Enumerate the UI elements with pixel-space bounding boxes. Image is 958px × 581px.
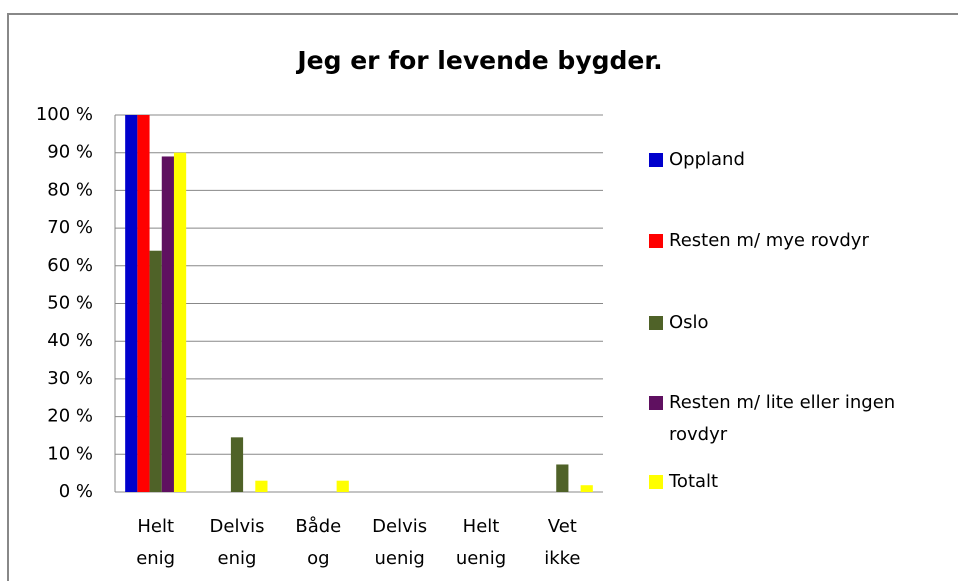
y-tick-label: 70 % [47, 217, 93, 238]
bar [149, 250, 162, 492]
bar [580, 485, 593, 492]
legend-swatch [649, 153, 663, 167]
bar [173, 152, 187, 492]
legend-swatch [649, 234, 663, 248]
y-tick-label: 40 % [47, 330, 93, 351]
x-tick-label: Vet ikke [544, 516, 580, 569]
chart-title: Jeg er for levende bygder. [295, 46, 662, 75]
legend-swatch [649, 396, 663, 410]
legend-label: Totalt [668, 471, 718, 492]
y-tick-label: 100 % [36, 104, 93, 125]
x-tick-label: Delvis enig [210, 516, 265, 569]
y-tick-label: 80 % [47, 179, 93, 200]
legend-swatch [649, 316, 663, 330]
x-tick-label: Helt uenig [456, 516, 506, 569]
x-tick-label: Både og [295, 516, 341, 569]
y-tick-label: 10 % [47, 443, 93, 464]
bar [336, 480, 349, 492]
y-tick-label: 90 % [47, 142, 93, 163]
x-tick-label: Delvis uenig [372, 516, 427, 569]
y-tick-label: 0 % [59, 481, 93, 502]
bar [255, 480, 268, 492]
x-tick-label: Helt enig [136, 516, 175, 569]
legend-label: Oppland [669, 149, 745, 170]
bar [161, 156, 174, 492]
legend-label: Resten m/ mye rovdyr [669, 230, 869, 251]
legend-swatch [649, 475, 663, 489]
legend-label: Resten m/ lite eller ingen rovdyr [669, 392, 895, 445]
y-tick-label: 30 % [47, 368, 93, 389]
y-tick-label: 20 % [47, 406, 93, 427]
bar [125, 115, 138, 492]
y-tick-label: 60 % [47, 255, 93, 276]
bar [137, 115, 150, 492]
bar [230, 437, 244, 492]
y-tick-label: 50 % [47, 293, 93, 314]
bar [556, 464, 569, 492]
legend-label: Oslo [669, 312, 709, 333]
